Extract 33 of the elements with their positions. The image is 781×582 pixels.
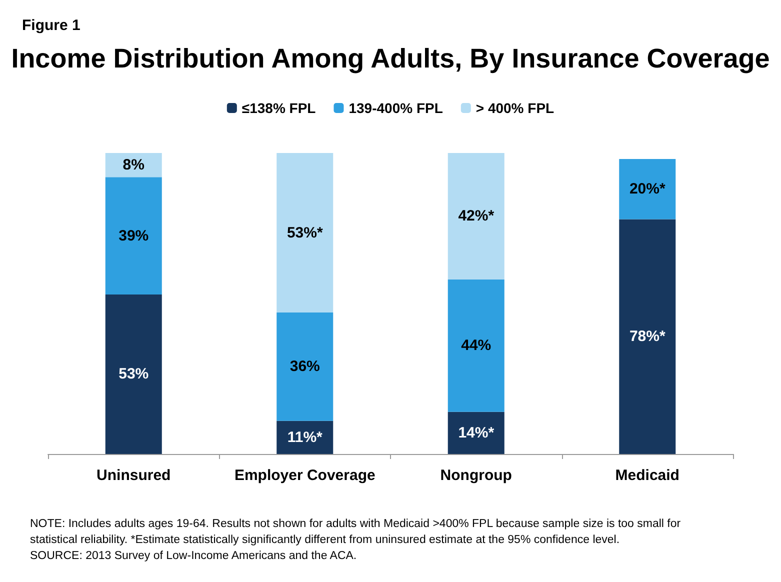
data-label: 20%* <box>629 180 666 198</box>
legend-label: ≤138% FPL <box>242 100 316 116</box>
bar <box>105 294 162 454</box>
x-tick-label: Employer Coverage <box>234 467 376 484</box>
chart-title: Income Distribution Among Adults, By Insurance Coverage <box>11 44 770 74</box>
bar <box>448 279 504 412</box>
data-label: 78%* <box>629 328 666 346</box>
text: statistical reliability. *Estimate statistically significantly different from uninsured estimate at the 95% confidence level. <box>30 534 620 546</box>
bar <box>448 153 504 280</box>
source-note: SOURCE: 2013 Survey of Low-Income Americans and the ACA. <box>30 550 357 562</box>
bar <box>276 153 334 313</box>
data-label: 39% <box>118 227 149 244</box>
bar <box>276 312 334 421</box>
x-tick-label: Uninsured <box>96 467 171 484</box>
data-label: 36% <box>290 358 320 376</box>
bar <box>276 420 334 454</box>
bar <box>619 159 676 220</box>
legend-label: > 400% FPL <box>476 100 555 116</box>
chart-subtitle: Figure 1 <box>22 17 80 34</box>
data-label: 44% <box>461 337 492 354</box>
data-label: 53%* <box>286 224 323 242</box>
x-tick-label: Medicaid <box>615 467 680 484</box>
text: NOTE: Includes adults ages 19-64. Results not shown for adults with Medicaid >400% FPL because sample size is too small for <box>30 518 681 530</box>
data-label: 8% <box>122 156 144 174</box>
data-label: 53% <box>118 366 149 383</box>
bar <box>105 177 162 294</box>
data-label: 42%* <box>458 208 494 225</box>
data-label: 14%* <box>458 424 494 442</box>
legend-label: 139-400% FPL <box>348 100 444 116</box>
data-label: 11%* <box>287 428 323 446</box>
x-tick-label: Nongroup <box>440 467 512 484</box>
bar <box>619 219 676 454</box>
bar <box>448 412 504 454</box>
